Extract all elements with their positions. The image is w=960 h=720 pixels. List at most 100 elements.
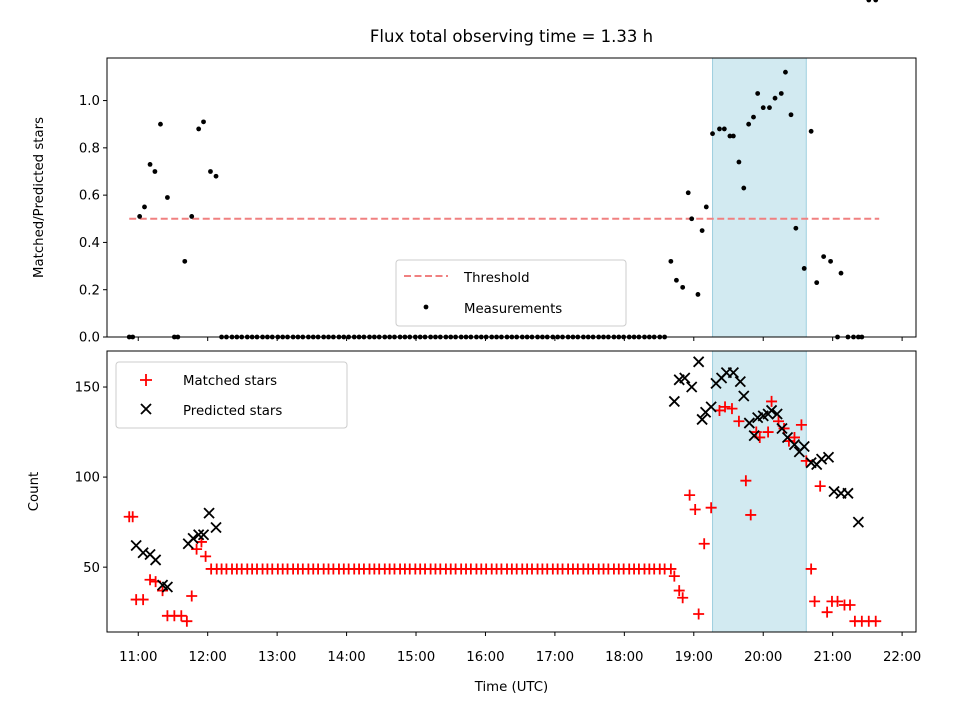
chart-title: Flux total observing time = 1.33 h	[370, 27, 653, 46]
measurement-point	[778, 91, 784, 96]
measurement-point	[873, 0, 879, 3]
matched-star-marker	[821, 606, 833, 618]
matched-star-marker	[677, 592, 689, 604]
top-y-axis-label: Matched/Predicted stars	[32, 117, 47, 278]
x-tick-label: 20:00	[744, 650, 782, 665]
measurement-point	[793, 225, 799, 231]
top-y-tick-label: 0.4	[79, 236, 100, 251]
measurement-point	[746, 121, 752, 127]
predicted-star-marker	[705, 401, 717, 413]
measurement-point	[788, 112, 794, 118]
x-tick-label: 16:00	[466, 650, 504, 665]
measurement-point	[213, 173, 219, 179]
predicted-star-marker	[727, 366, 740, 379]
matched-star-marker	[766, 395, 778, 407]
predicted-star-marker	[738, 390, 750, 402]
matched-star-marker	[795, 419, 807, 431]
measurement-point	[772, 95, 778, 101]
matched-star-marker	[805, 563, 817, 575]
measurement-point	[685, 190, 691, 196]
matched-star-marker	[788, 431, 800, 443]
predicted-star-marker	[852, 516, 864, 528]
predicted-star-marker	[748, 430, 760, 442]
measurement-point	[828, 258, 833, 264]
predicted-star-marker	[734, 375, 746, 388]
measurement-point	[680, 284, 686, 290]
legend-threshold-label: Threshold	[463, 271, 530, 286]
measurement-point	[751, 114, 756, 120]
predicted-star-marker	[210, 521, 222, 534]
matched-star-marker	[844, 599, 856, 611]
measurement-point	[208, 169, 213, 174]
predicted-star-marker	[193, 529, 205, 541]
measurement-point	[158, 121, 163, 127]
matched-star-marker	[733, 415, 745, 427]
measurement-point	[767, 105, 772, 111]
measurement-point	[668, 258, 674, 264]
matched-star-marker	[814, 480, 826, 492]
top-y-tick-label: 0.0	[79, 331, 100, 346]
measurement-point	[189, 214, 195, 219]
matched-star-marker	[137, 594, 149, 606]
predicted-star-marker	[842, 487, 854, 499]
predicted-star-marker	[686, 381, 698, 393]
matched-star-marker	[175, 610, 187, 622]
bottom-y-tick-label: 100	[75, 471, 100, 486]
measurement-point	[182, 258, 188, 264]
measurement-point	[808, 128, 814, 134]
measurement-point	[760, 105, 766, 111]
top-panel: 0.0 0.2 0.4 0.6 0.8 1.0 Matched/Predicted sta…	[32, 0, 917, 346]
bottom-plot-frame	[106, 350, 917, 633]
matched-star-marker	[778, 422, 790, 434]
measurement-point	[727, 133, 733, 139]
matched-star-marker	[809, 595, 821, 607]
matched-star-marker	[127, 511, 139, 523]
predicted-star-marker	[696, 413, 708, 426]
bottom-highlight-span	[712, 350, 807, 633]
bottom-y-tick-label: 50	[83, 561, 100, 576]
measurement-point	[838, 270, 844, 276]
matched-star-marker	[870, 615, 882, 627]
x-tick-label: 12:00	[189, 650, 227, 665]
measurement-point	[736, 159, 742, 165]
x-tick-label: 11:00	[119, 650, 157, 665]
top-y-tick-label: 0.6	[79, 189, 100, 204]
x-tick-label: 21:00	[814, 650, 852, 665]
measurement-point	[710, 131, 715, 137]
measurement-point	[147, 161, 153, 167]
x-axis-label: Time (UTC)	[474, 680, 549, 695]
matched-star-marker	[200, 550, 212, 562]
matched-star-marker	[668, 570, 680, 582]
x-tick-label: 17:00	[536, 650, 574, 665]
measurement-point	[201, 119, 206, 125]
top-plot-frame	[106, 57, 917, 338]
legend-matched-swatch	[140, 374, 152, 386]
measurement-point	[783, 69, 788, 75]
measurement-point	[703, 204, 709, 210]
matched-star-marker	[689, 504, 701, 516]
measurement-point	[165, 195, 170, 200]
measurement-point	[137, 214, 143, 219]
measurement-point	[814, 280, 820, 286]
measurement-point	[196, 126, 202, 132]
matched-star-marker	[186, 590, 198, 602]
x-tick-label: 15:00	[397, 650, 435, 665]
predicted-star-marker	[822, 451, 835, 463]
top-legend-box	[395, 259, 627, 327]
x-tick-label: 22:00	[883, 650, 921, 665]
measurement-point	[755, 91, 761, 96]
matched-star-marker	[745, 509, 757, 521]
predicted-star-marker	[788, 439, 801, 451]
matched-star-marker	[673, 585, 685, 597]
measurement-point	[674, 277, 679, 283]
matched-star-marker	[191, 543, 203, 555]
measurement-point	[152, 169, 158, 174]
measurement-point	[801, 266, 807, 271]
measurement-point	[717, 126, 722, 132]
predicted-star-marker	[743, 417, 755, 429]
top-y-tick-label: 0.8	[79, 141, 100, 156]
matched-star-marker	[740, 475, 752, 487]
x-tick-label: 19:00	[675, 650, 713, 665]
matched-star-marker	[726, 403, 738, 415]
